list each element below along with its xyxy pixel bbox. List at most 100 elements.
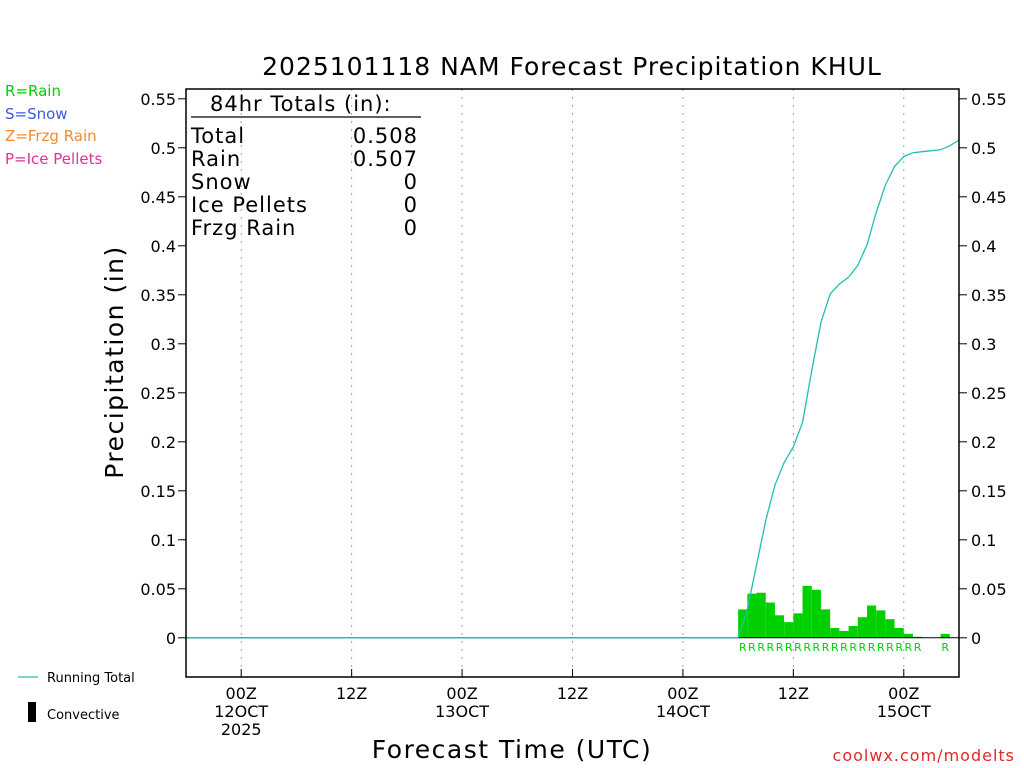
ptype-letter-h59: R xyxy=(776,641,784,654)
ytick-label-left-9: 0.45 xyxy=(140,188,176,207)
xtick-label-2-1: 13OCT xyxy=(435,702,489,721)
convective-swatch xyxy=(28,702,36,722)
total-value: 0.508 xyxy=(353,124,418,148)
vertical-gridlines xyxy=(240,89,905,677)
ytick-label-left-6: 0.3 xyxy=(151,335,176,354)
ptype-letter-h73: R xyxy=(905,641,913,654)
ytick-label-right-2: 0.1 xyxy=(971,531,996,550)
ptype-letter-h62: R xyxy=(803,641,811,654)
xtick-label-0-2: 2025 xyxy=(221,720,262,739)
y-axis-title: Precipitation (in) xyxy=(100,245,129,479)
ptype-letter-h72: R xyxy=(895,641,903,654)
precip-bar-h65 xyxy=(830,628,840,638)
rain-label: Rain xyxy=(191,147,241,171)
running-total-line xyxy=(186,139,960,639)
totals-heading: 84hr Totals (in): xyxy=(210,92,392,116)
running-total-series xyxy=(186,139,960,639)
precip-bar-h77 xyxy=(940,633,950,638)
ytick-label-left-11: 0.55 xyxy=(140,90,176,109)
snow-label: Snow xyxy=(191,170,252,194)
precip-bar-h71 xyxy=(885,619,895,638)
ytick-label-right-6: 0.3 xyxy=(971,335,996,354)
precip-bar-h68 xyxy=(857,617,867,638)
ptype-letter-h77: R xyxy=(941,641,949,654)
xtick-label-1-0: 12Z xyxy=(336,684,367,703)
precip-bar-h69 xyxy=(866,605,877,638)
line-legend: Running Total Convective xyxy=(18,671,135,723)
precip-bar-h62 xyxy=(802,585,812,638)
precip-bar-h58 xyxy=(765,602,775,638)
xtick-label-0-1: 12OCT xyxy=(214,702,268,721)
ytick-label-left-10: 0.5 xyxy=(151,139,176,158)
ytick-label-right-5: 0.25 xyxy=(971,384,1007,403)
ytick-label-left-4: 0.2 xyxy=(151,433,176,452)
ytick-label-right-8: 0.4 xyxy=(971,237,996,256)
frzg-rain-value: 0 xyxy=(404,216,418,240)
snow-value: 0 xyxy=(404,170,418,194)
ytick-label-right-10: 0.5 xyxy=(971,139,996,158)
precip-bar-h56 xyxy=(747,593,757,638)
ytick-label-right-0: 0 xyxy=(971,629,981,648)
xtick-label-2-0: 00Z xyxy=(446,684,477,703)
precip-bar-h64 xyxy=(820,609,831,638)
ptype-letter-h74: R xyxy=(914,641,922,654)
ytick-label-left-7: 0.35 xyxy=(140,286,176,305)
precip-bars xyxy=(738,585,950,638)
xtick-label-6-0: 00Z xyxy=(888,684,919,703)
precip-bar-h60 xyxy=(784,622,794,638)
xtick-label-6-1: 15OCT xyxy=(877,702,931,721)
legend-ice-pellets: P=Ice Pellets xyxy=(5,150,102,168)
ytick-label-right-11: 0.55 xyxy=(971,90,1007,109)
ptype-letter-h70: R xyxy=(877,641,885,654)
ptype-letter-h60: R xyxy=(785,641,793,654)
ice-pellets-value: 0 xyxy=(404,193,418,217)
ptype-letter-h71: R xyxy=(886,641,894,654)
ptype-letter-h63: R xyxy=(813,641,821,654)
ytick-label-left-5: 0.25 xyxy=(140,384,176,403)
ytick-label-left-1: 0.05 xyxy=(140,580,176,599)
y-axis-ticks: 0 00.05 0.050.1 0.10.15 0.150.2 0.20.25 0.250.… xyxy=(140,90,1006,648)
xtick-label-4-1: 14OCT xyxy=(656,702,710,721)
ptype-letter-h67: R xyxy=(849,641,857,654)
ptype-letter-h55: R xyxy=(739,641,747,654)
ytick-label-right-7: 0.35 xyxy=(971,286,1007,305)
ytick-label-left-3: 0.15 xyxy=(140,482,176,501)
ptype-letter-h68: R xyxy=(859,641,867,654)
ptype-letter-h57: R xyxy=(757,641,765,654)
totals-box: 84hr Totals (in): Total 0.508 Rain 0.507… xyxy=(190,92,421,240)
xtick-label-0-0: 00Z xyxy=(226,684,257,703)
ytick-label-left-8: 0.4 xyxy=(151,237,176,256)
precip-bar-h63 xyxy=(811,589,821,638)
ytick-label-right-4: 0.2 xyxy=(971,433,996,452)
legend-rain: R=Rain xyxy=(5,82,61,100)
frzg-rain-label: Frzg Rain xyxy=(191,216,296,240)
total-label: Total xyxy=(190,124,245,148)
ptype-letter-h69: R xyxy=(868,641,876,654)
convective-legend-label: Convective xyxy=(47,708,120,723)
ice-pellets-label: Ice Pellets xyxy=(191,193,308,217)
running-total-legend-label: Running Total xyxy=(47,671,135,686)
ytick-label-right-9: 0.45 xyxy=(971,188,1007,207)
xtick-label-3-0: 12Z xyxy=(557,684,588,703)
ptype-letter-h65: R xyxy=(831,641,839,654)
legend-snow: S=Snow xyxy=(5,105,68,123)
precip-bar-h67 xyxy=(848,626,858,638)
rain-value: 0.507 xyxy=(353,147,418,171)
ptype-letter-h58: R xyxy=(767,641,775,654)
ytick-label-right-3: 0.15 xyxy=(971,482,1007,501)
ptype-letter-h66: R xyxy=(840,641,848,654)
ytick-label-right-1: 0.05 xyxy=(971,580,1007,599)
precip-bar-h57 xyxy=(756,592,766,638)
precip-type-legend: R=Rain S=Snow Z=Frzg Rain P=Ice Pellets xyxy=(5,82,102,168)
credit-text: coolwx.com/modelts xyxy=(833,746,1015,765)
ptype-letter-h56: R xyxy=(748,641,756,654)
chart-title: 2025101118 NAM Forecast Precipitation KH… xyxy=(262,52,882,81)
xtick-label-4-0: 00Z xyxy=(667,684,698,703)
ptype-letter-h64: R xyxy=(822,641,830,654)
ytick-label-left-2: 0.1 xyxy=(151,531,176,550)
precip-bar-h70 xyxy=(876,610,886,638)
x-axis-title: Forecast Time (UTC) xyxy=(372,735,652,764)
precip-bar-h66 xyxy=(839,630,849,638)
